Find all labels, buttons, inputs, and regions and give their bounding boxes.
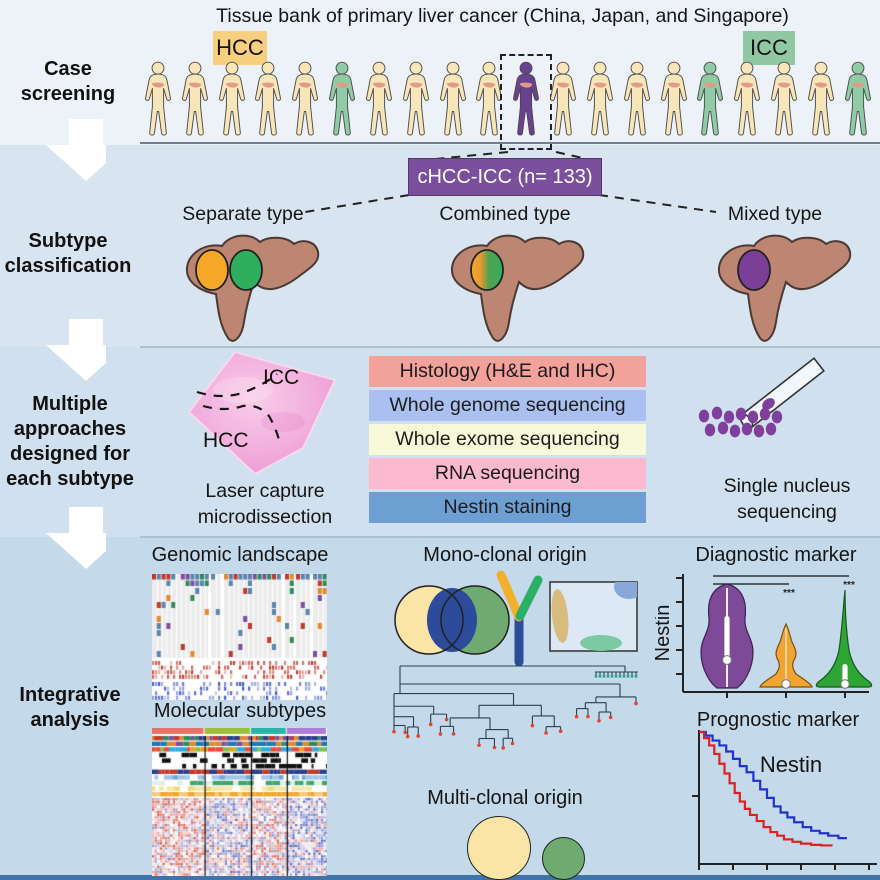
methods-stack: Histology (H&E and IHC) Whole genome sequ… [369,356,646,526]
phylo-tree-illustration [392,665,638,750]
ihc-panel-illustration [549,581,638,652]
person-icon-hcc [399,56,433,144]
nuclei-dots [698,406,783,438]
person-icon-hcc [141,56,175,144]
oncoprint-panel [152,574,327,700]
person-icon-hcc [178,56,212,144]
sns-caption: Single nucleus sequencing [723,475,851,523]
person-icon-icc [841,56,875,144]
hcc-badge: HCC [213,31,267,65]
survival-curve-blue-curve [699,730,847,840]
subtype-label-combined: Combined type [439,203,571,225]
icc-badge: ICC [743,31,795,65]
person-icon-hcc [546,56,580,144]
person-icon-hcc [620,56,654,144]
person-icon-hcc [215,56,249,144]
liver-illustration-mixed [717,234,852,342]
combined-tumor-icon [470,249,504,291]
liver-illustration-separate [185,234,320,342]
section-case-screening-bg [0,0,880,145]
nestin-annotation: Nestin [760,752,822,777]
pipette-illustration [698,357,825,438]
person-icon-hcc [657,56,691,144]
survival-plot: Nestin [692,730,877,870]
arrow-down-icon [46,119,106,181]
icc-clone-circle [542,837,585,880]
mixed-tumor-icon [737,249,771,291]
person-icon-icc [325,56,359,144]
nestin-axis-label: Nestin [655,605,674,662]
molecular-heatmap-panel [152,728,327,876]
subtype-label-separate: Separate type [182,203,304,225]
multi-clonal-title: Multi-clonal origin [427,787,583,809]
person-icon-hcc [362,56,396,144]
person-icon-hcc [804,56,838,144]
person-icon-hcc [730,56,764,144]
prognostic-marker-title: Prognostic marker [696,709,860,731]
antibody-icon [496,570,543,667]
molecular-subtypes-title: Molecular subtypes [153,700,327,722]
lcm-caption: Laser capture microdissection [197,480,333,528]
mono-clonal-title: Mono-clonal origin [423,544,587,566]
people-row [141,54,875,150]
person-icon-hcc [288,56,322,144]
stage-label-multiple-approaches: Multiple approaches designed for each su… [6,393,134,490]
divider-line-2 [140,346,880,348]
stage-label-case-screening: Case screening [20,58,116,105]
tissue-bank-title: Tissue bank of primary liver cancer (Chi… [216,5,789,27]
method-bar: Nestin staining [369,492,646,523]
person-icon-hcc [767,56,801,144]
person-icon-hcc [583,56,617,144]
significance-stars-1: *** [783,588,795,599]
tissue-label-hcc: HCC [203,429,249,452]
violin-plot: *** *** Nestin [655,574,873,698]
bottom-border-strip [0,875,880,880]
person-icon-icc [693,56,727,144]
stage-label-subtype-classification: Subtype classification [4,230,132,277]
hcc-tumor-icon [195,249,229,291]
arrow-down-icon [46,507,106,569]
subtype-label-mixed: Mixed type [727,203,823,225]
venn-illustration [394,585,510,655]
ground-line [140,142,880,144]
person-icon-hcc [472,56,506,144]
method-bar: Whole genome sequencing [369,390,646,421]
person-icon-hcc [436,56,470,144]
tissue-section-illustration: ICC HCC [187,350,337,476]
chcc-icc-banner: cHCC-ICC (n= 133) [408,158,602,196]
method-bar: RNA sequencing [369,458,646,489]
tissue-label-icc: ICC [263,366,299,389]
person-icon-chcc [500,54,553,150]
person-icon-hcc [251,56,285,144]
significance-stars-2: *** [843,580,855,591]
arrow-down-icon [46,319,106,381]
stage-label-integrative-analysis: Integrative analysis [19,684,121,731]
survival-curve-red-curve [699,730,833,847]
hcc-clone-circle [467,816,531,880]
icc-tumor-icon [229,249,263,291]
method-bar: Histology (H&E and IHC) [369,356,646,387]
method-bar: Whole exome sequencing [369,424,646,455]
liver-illustration-combined [450,234,585,342]
divider-line-3 [140,536,880,538]
genomic-landscape-title: Genomic landscape [151,544,329,566]
diagnostic-marker-title: Diagnostic marker [695,544,857,566]
